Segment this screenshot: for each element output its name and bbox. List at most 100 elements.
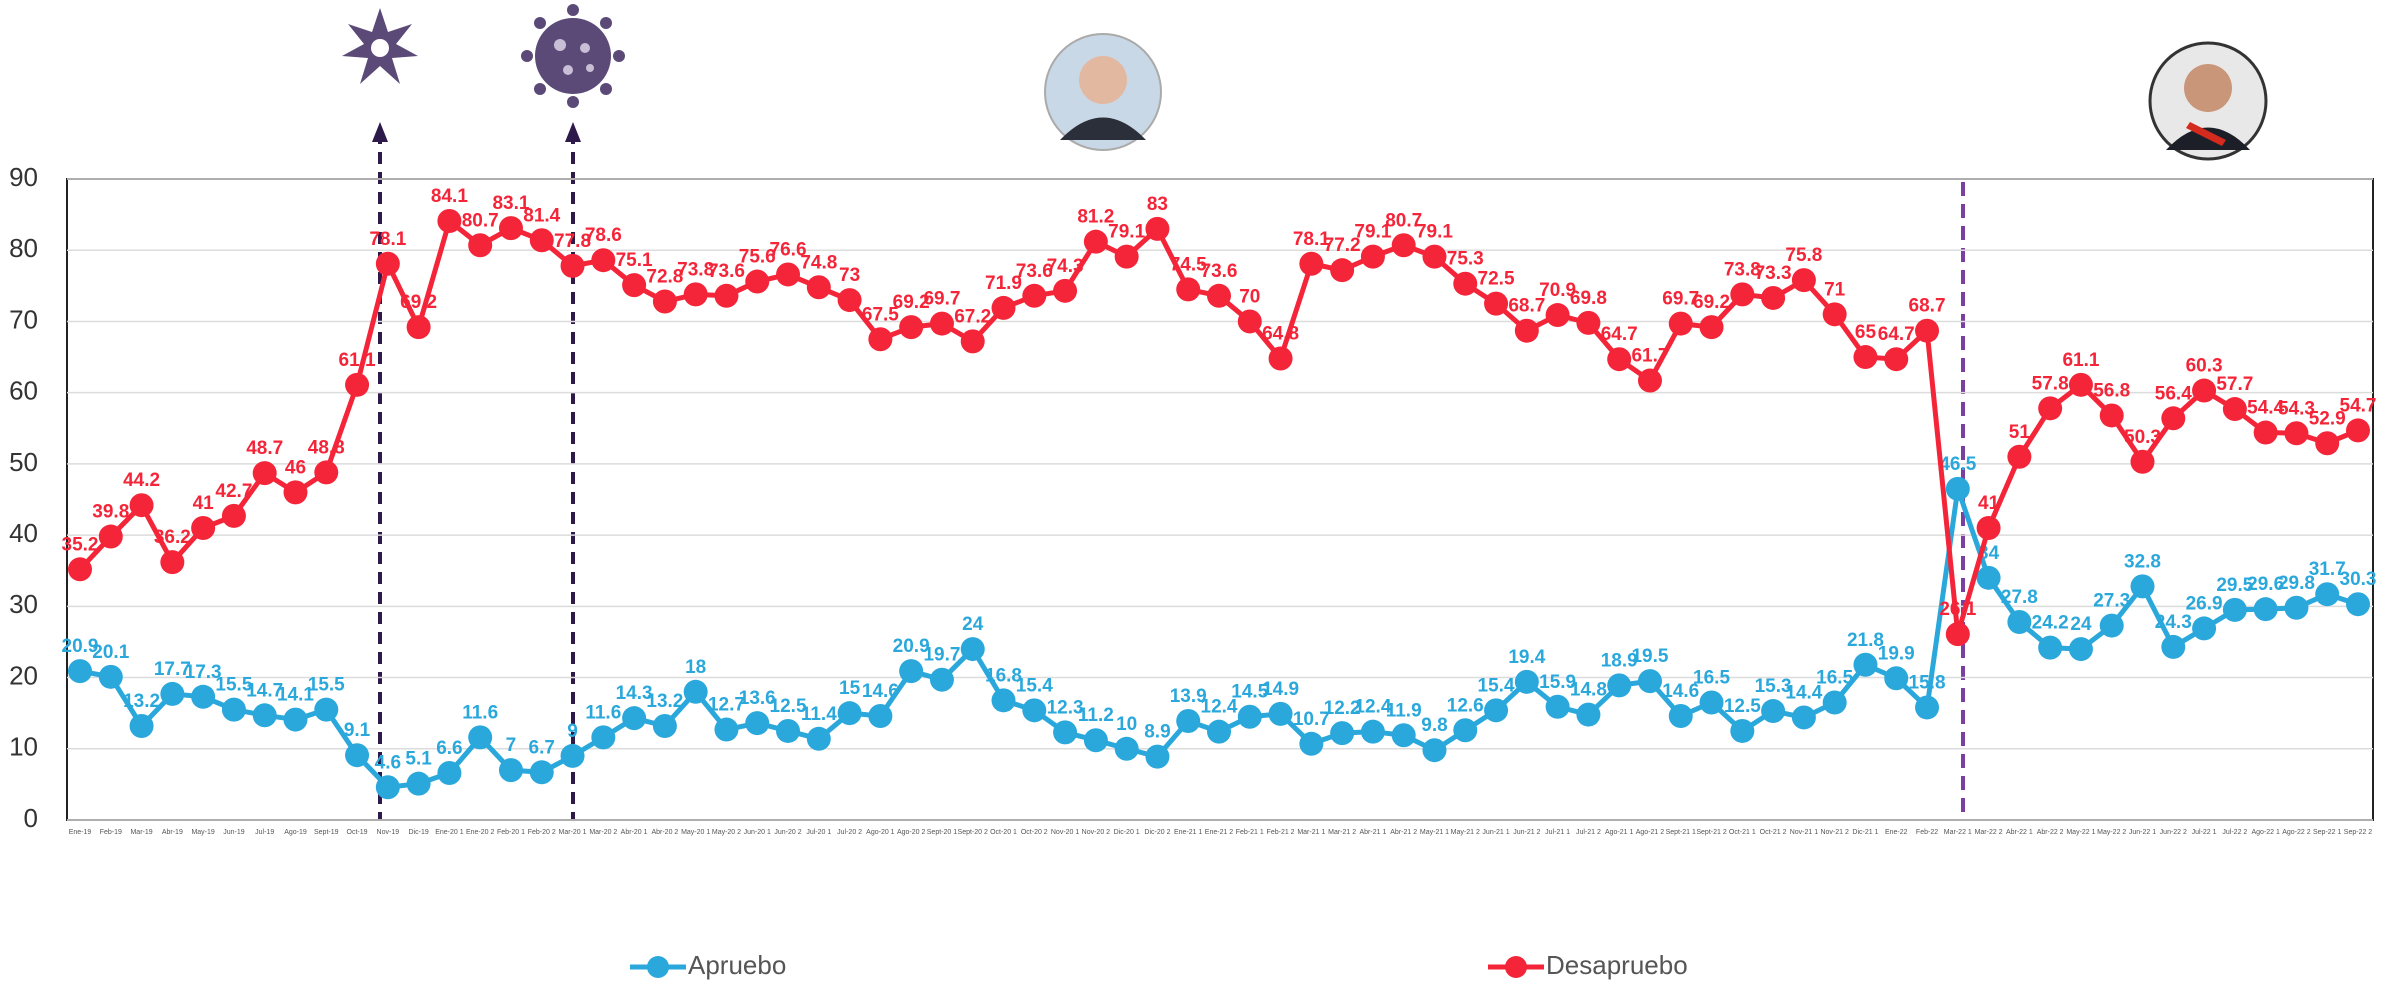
y-tick-label: 10 [9, 732, 38, 762]
data-label: 24.3 [2155, 612, 2192, 633]
data-point [2223, 598, 2247, 622]
data-point [714, 718, 738, 742]
data-point [1053, 720, 1077, 744]
data-label: 69.8 [1570, 288, 1607, 309]
portrait-face [1079, 56, 1127, 104]
data-point [561, 254, 585, 278]
data-label: 65 [1855, 322, 1877, 343]
data-point [1823, 690, 1847, 714]
x-tick-label: Mar-20 1 [559, 829, 587, 836]
data-point [807, 727, 831, 751]
data-label: 83 [1147, 194, 1168, 215]
data-label: 51 [2009, 422, 2031, 443]
data-label: 41 [1978, 493, 2000, 514]
x-tick-label: Nov-20 1 [1051, 829, 1080, 836]
data-label: 67.2 [954, 306, 991, 327]
data-label: 64.8 [1262, 323, 1299, 344]
x-tick-label: Oct-20 2 [1021, 829, 1048, 836]
x-tick-label: Oct-20 1 [990, 829, 1017, 836]
x-tick-label: May-22 1 [2066, 829, 2095, 836]
data-point [838, 288, 862, 312]
y-tick-label: 60 [9, 376, 38, 406]
data-point [1915, 319, 1939, 343]
legend-label: Apruebo [688, 950, 786, 980]
x-tick-label: Jun-19 [223, 829, 245, 836]
data-label: 15.8 [1909, 672, 1946, 693]
data-point [2069, 637, 2093, 661]
data-point [437, 761, 461, 785]
data-point [2315, 431, 2339, 455]
data-label: 19.5 [1631, 646, 1668, 667]
x-tick-label: Jul-21 1 [1545, 829, 1570, 836]
x-tick-label: Mar-19 [130, 829, 152, 836]
x-tick-label: Abr-19 [162, 829, 183, 836]
data-point [961, 329, 985, 353]
data-label: 79.1 [1416, 222, 1453, 243]
data-label: 79.1 [1108, 222, 1145, 243]
data-point [2007, 610, 2031, 634]
data-label: 46.5 [1939, 454, 1976, 475]
data-point [1022, 698, 1046, 722]
data-label: 30.3 [2340, 569, 2377, 590]
data-point [1053, 279, 1077, 303]
data-point [2100, 403, 2124, 427]
data-point [807, 275, 831, 299]
data-point [622, 273, 646, 297]
data-point [1946, 477, 1970, 501]
data-label: 69.2 [1693, 292, 1730, 313]
data-label: 12.6 [1447, 695, 1484, 716]
data-point [1761, 286, 1785, 310]
data-point [283, 708, 307, 732]
x-tick-label: May-19 [191, 829, 214, 836]
data-point [1884, 347, 1908, 371]
data-point [1084, 728, 1108, 752]
x-tick-label: May-20 2 [712, 829, 741, 836]
data-label: 12.5 [1724, 696, 1761, 717]
x-tick-label: Ago-20 1 [866, 829, 895, 836]
data-point [1176, 709, 1200, 733]
data-point [2284, 596, 2308, 620]
data-point [1392, 233, 1416, 257]
data-label: 64.7 [1878, 324, 1915, 345]
x-tick-label: Jul-22 2 [2222, 829, 2247, 836]
data-point [1946, 622, 1970, 646]
data-point [376, 252, 400, 276]
data-label: 61.1 [339, 350, 376, 371]
data-point [2346, 592, 2370, 616]
data-point [1145, 745, 1169, 769]
x-tick-label: Jun-21 1 [1482, 829, 1509, 836]
arrow [565, 122, 581, 142]
data-point [130, 714, 154, 738]
x-tick-label: Jun-22 1 [2129, 829, 2156, 836]
data-point [2254, 421, 2278, 445]
data-point [1238, 309, 1262, 333]
data-point [1422, 245, 1446, 269]
y-tick-label: 50 [9, 447, 38, 477]
data-point [407, 772, 431, 796]
data-point [2223, 397, 2247, 421]
data-point [191, 685, 215, 709]
data-point [253, 703, 277, 727]
data-point [1730, 719, 1754, 743]
data-label: 39.8 [92, 502, 129, 523]
data-point [2192, 379, 2216, 403]
data-label: 27.3 [2093, 591, 2130, 612]
x-tick-label: Mar-21 2 [1328, 829, 1356, 836]
y-tick-label: 80 [9, 233, 38, 263]
x-tick-label: Dic-20 2 [1144, 829, 1170, 836]
legend-swatch [647, 956, 669, 978]
data-label: 19.7 [923, 645, 960, 666]
x-tick-label: Jul-20 1 [806, 829, 831, 836]
data-point [1115, 737, 1139, 761]
data-point [2131, 450, 2155, 474]
x-tick-label: Jul-21 2 [1576, 829, 1601, 836]
data-point [2315, 582, 2339, 606]
data-point [530, 760, 554, 784]
data-label: 74.8 [800, 252, 837, 273]
data-point [1823, 302, 1847, 326]
x-tick-label: Jun-22 2 [2160, 829, 2187, 836]
data-label: 4.6 [375, 752, 401, 773]
data-label: 15.5 [308, 675, 345, 696]
data-label: 10 [1116, 714, 1137, 735]
data-label: 78.1 [369, 229, 406, 250]
